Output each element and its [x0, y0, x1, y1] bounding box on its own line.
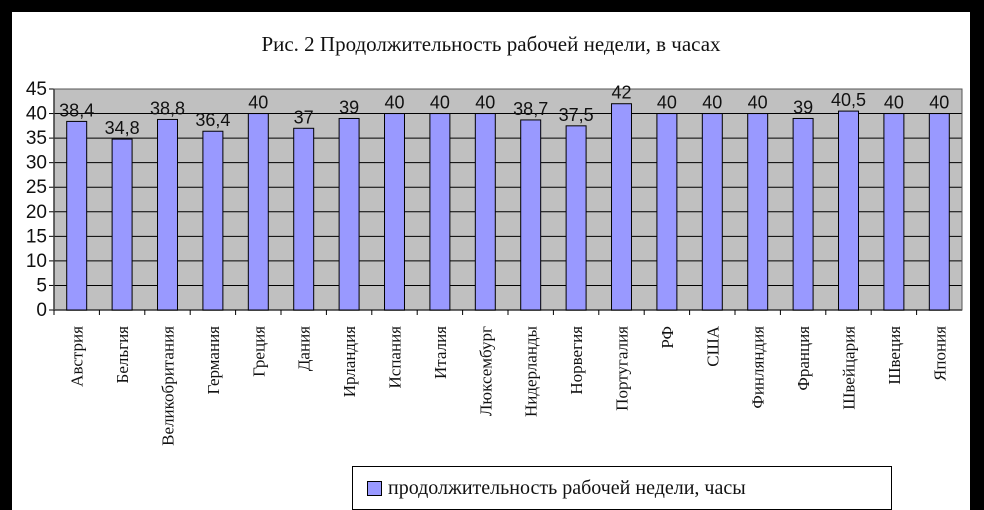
bar-7	[338, 117, 360, 311]
y-tick-label: 40	[26, 104, 47, 125]
bar-18	[838, 110, 859, 311]
y-tick-label: 25	[26, 177, 47, 198]
data-label: 37,5	[559, 105, 594, 125]
bar-16	[747, 113, 769, 311]
data-label: 40	[248, 93, 268, 113]
data-label: 36,4	[195, 110, 230, 130]
bar-1	[66, 120, 88, 311]
category-label: Швеция	[885, 326, 904, 385]
bar-8	[384, 113, 405, 311]
y-tick-label: 45	[26, 79, 47, 100]
category-label: Франция	[794, 326, 813, 391]
bar-6	[293, 127, 315, 311]
data-label: 40,5	[831, 90, 866, 110]
legend-swatch	[367, 480, 382, 496]
bar-20	[928, 113, 950, 311]
category-label: Швейцария	[840, 326, 859, 410]
data-label: 40	[929, 93, 949, 113]
data-label: 40	[430, 93, 450, 113]
data-label: 40	[702, 93, 722, 113]
data-label: 40	[384, 93, 404, 113]
data-label: 39	[793, 97, 813, 117]
category-label: Финляндия	[749, 326, 768, 409]
data-label: 37	[294, 107, 314, 127]
bar-9	[429, 113, 451, 311]
bar-10	[474, 113, 496, 311]
bar-chart: 0 5 10 15 20 25 30 35 40 45 38,4 Австрия 34,8 Бельгия…	[26, 79, 963, 446]
bar-12	[565, 125, 587, 311]
category-label: Австрия	[68, 326, 87, 387]
data-label: 40	[748, 93, 768, 113]
plot-area	[54, 89, 962, 310]
data-label: 42	[611, 83, 631, 103]
y-tick-label: 10	[26, 251, 47, 272]
category-label: РФ	[658, 326, 677, 349]
y-tick-label: 35	[26, 128, 47, 149]
category-label: Греция	[249, 326, 268, 377]
category-label: Германия	[204, 326, 223, 395]
category-label: Испания	[386, 326, 405, 389]
bar-3	[157, 118, 178, 311]
category-label: Италия	[431, 326, 450, 379]
y-tick-label: 30	[26, 153, 47, 174]
y-tick-label: 20	[26, 202, 47, 223]
bar-2	[111, 138, 133, 311]
data-label: 38,8	[150, 98, 185, 118]
data-label: 40	[475, 93, 495, 113]
bar-4	[202, 130, 224, 311]
y-tick-label: 15	[26, 226, 47, 247]
data-label: 39	[339, 97, 359, 117]
category-label: США	[703, 325, 722, 366]
data-label: 40	[657, 93, 677, 113]
y-tick-label: 0	[36, 300, 47, 321]
bar-19	[883, 113, 905, 311]
category-label: Люксембург	[476, 326, 495, 416]
data-label: 40	[884, 93, 904, 113]
category-label: Бельгия	[113, 326, 132, 384]
legend-label: продолжительность рабочей недели, часы	[388, 476, 746, 499]
category-label: Португалия	[613, 326, 632, 411]
bar-5	[247, 113, 269, 311]
bar-14	[656, 113, 678, 311]
data-label: 38,7	[513, 99, 548, 119]
chart-legend: продолжительность рабочей недели, часы	[352, 466, 892, 510]
bar-15	[701, 113, 723, 311]
bar-13	[611, 103, 632, 311]
chart-panel: Рис. 2 Продолжительность рабочей недели,…	[12, 12, 970, 510]
chart-title: Рис. 2 Продолжительность рабочей недели,…	[261, 32, 721, 56]
category-label: Дания	[295, 326, 314, 371]
bar-11	[520, 119, 542, 311]
data-label: 34,8	[105, 118, 140, 138]
category-label: Япония	[930, 326, 949, 381]
category-label: Великобритания	[159, 326, 178, 446]
category-label: Норвегия	[567, 326, 586, 395]
y-tick-label: 5	[36, 275, 47, 296]
data-label: 38,4	[59, 100, 94, 120]
category-label: Нидерланды	[522, 325, 541, 417]
category-label: Ирландия	[340, 326, 359, 397]
bar-17	[792, 117, 814, 311]
